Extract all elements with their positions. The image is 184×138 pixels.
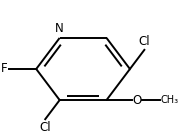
Text: N: N <box>55 22 64 35</box>
Text: O: O <box>133 94 142 107</box>
Text: CH₃: CH₃ <box>161 95 179 105</box>
Text: Cl: Cl <box>139 35 150 48</box>
Text: Cl: Cl <box>39 121 51 134</box>
Text: F: F <box>1 63 7 75</box>
